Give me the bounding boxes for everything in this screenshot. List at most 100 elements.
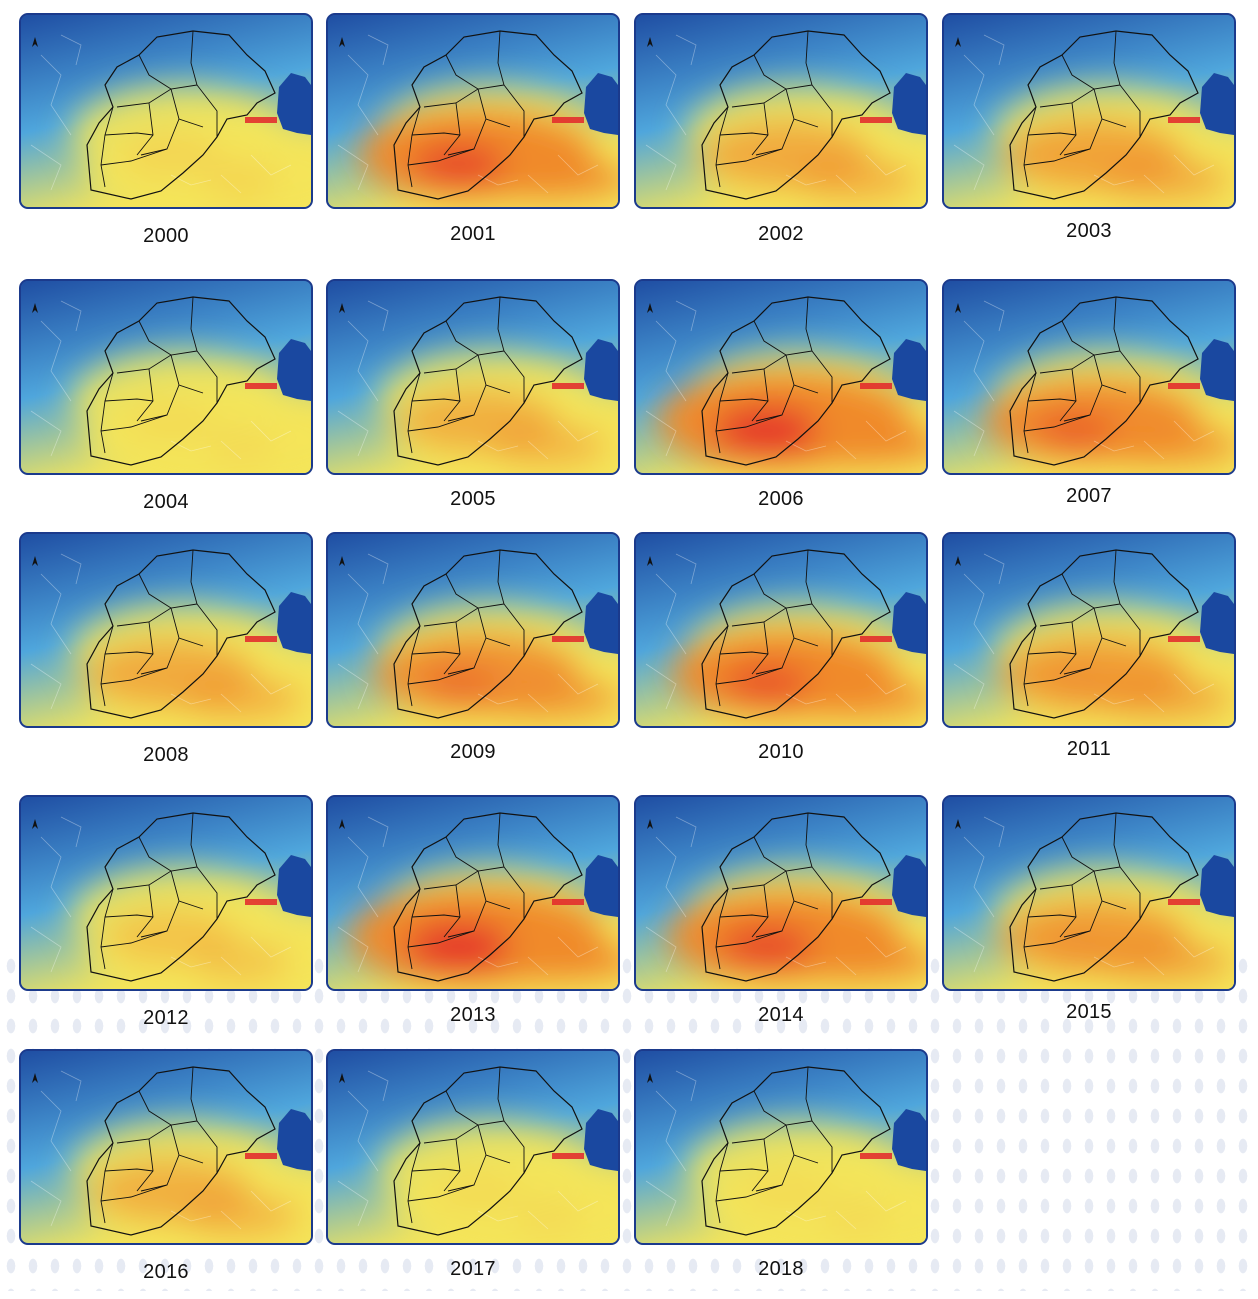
province-boundary — [86, 30, 276, 200]
heat-blobs — [984, 351, 1234, 473]
county-line — [477, 956, 519, 968]
heat-blob — [143, 161, 160, 169]
north-arrow-icon — [339, 1073, 345, 1083]
heat-blobs — [994, 867, 1234, 989]
map-panel: 2010 — [634, 532, 928, 782]
county-line — [983, 34, 1005, 66]
sea-area — [1200, 73, 1234, 135]
map-panel: 2017 — [326, 1049, 620, 1299]
city-boundary — [190, 812, 198, 868]
city-boundary — [811, 603, 833, 656]
north-arrow-icon — [339, 303, 345, 313]
map-frame — [634, 1049, 928, 1245]
county-line — [835, 174, 857, 194]
city-boundary — [753, 54, 787, 90]
city-boundary — [1023, 930, 1091, 948]
sea-area — [1200, 592, 1234, 654]
county-line — [865, 154, 907, 176]
map-panel: 2009 — [326, 532, 620, 782]
county-line — [367, 553, 389, 585]
city-boundary — [104, 398, 154, 402]
heat-blob — [126, 1188, 176, 1213]
county-line — [557, 673, 599, 695]
city-boundary — [503, 1120, 525, 1173]
county-line — [785, 956, 827, 968]
city-boundary — [715, 667, 783, 685]
city-boundary — [715, 625, 729, 707]
heat-blob — [430, 1172, 526, 1210]
heat-blob — [1097, 158, 1231, 202]
map-frame — [942, 279, 1236, 475]
county-line — [645, 1180, 677, 1227]
north-arrow-icon — [647, 37, 653, 47]
city-boundary — [805, 812, 813, 868]
coastal-strip — [245, 383, 277, 389]
county-line — [220, 693, 242, 713]
heat-blobs — [71, 867, 311, 989]
county-line — [250, 1190, 292, 1212]
city-boundary — [100, 930, 168, 948]
coastal-strip — [860, 636, 892, 642]
city-boundary — [411, 132, 461, 136]
sea-area — [584, 339, 618, 401]
province-boundary — [86, 812, 276, 982]
city-boundary — [138, 836, 172, 872]
sea-area — [892, 855, 926, 917]
north-arrow-icon — [955, 819, 961, 829]
county-line — [1143, 174, 1165, 194]
county-line — [557, 154, 599, 176]
county-line — [865, 1190, 907, 1212]
city-boundary — [445, 836, 479, 872]
city-boundary — [104, 651, 154, 655]
city-boundary — [1039, 350, 1121, 374]
coastal-strip — [552, 899, 584, 905]
city-boundary — [423, 866, 505, 890]
city-boundary — [100, 148, 168, 166]
sea-area — [277, 73, 311, 135]
map-frame — [19, 13, 313, 209]
city-boundary — [100, 1184, 168, 1202]
city-boundary — [719, 398, 769, 402]
heat-blobs — [994, 85, 1234, 207]
heat-blob — [719, 923, 813, 971]
map-panel: 2003 — [942, 13, 1236, 263]
city-boundary — [497, 296, 505, 352]
province-boundary — [393, 812, 583, 982]
city-boundary — [407, 625, 421, 707]
city-boundary — [411, 398, 461, 402]
city-boundary — [731, 866, 813, 890]
city-boundary — [1119, 603, 1141, 656]
city-boundary — [1027, 132, 1077, 136]
heat-blob — [1041, 930, 1107, 964]
heatmap-svg — [944, 797, 1234, 989]
heat-blob — [192, 940, 290, 984]
county-line — [30, 144, 62, 191]
city-boundary — [116, 1120, 198, 1144]
city-boundary — [1023, 625, 1037, 707]
county-line — [40, 573, 72, 655]
heat-blob — [739, 151, 794, 179]
province-boundary — [86, 296, 276, 466]
city-boundary — [497, 1066, 505, 1122]
heat-blob — [1094, 940, 1234, 984]
heat-blob — [1032, 410, 1116, 452]
year-label: 2008 — [143, 744, 189, 766]
north-arrow-icon — [32, 37, 38, 47]
sea-area — [277, 1109, 311, 1171]
county-line — [983, 300, 1005, 332]
city-boundary — [497, 549, 505, 605]
coastal-strip — [860, 1153, 892, 1159]
heat-blob — [135, 939, 168, 956]
year-label: 2009 — [450, 741, 496, 763]
year-label: 2012 — [143, 1007, 189, 1029]
city-boundary — [104, 914, 154, 918]
north-arrow-icon — [647, 819, 653, 829]
city-boundary — [445, 54, 479, 90]
year-label: 2013 — [450, 1004, 496, 1026]
city-boundary — [423, 350, 505, 374]
heat-blob — [178, 677, 304, 721]
county-line — [675, 553, 697, 585]
heatmap-svg — [636, 1051, 926, 1243]
coastal-strip — [552, 1153, 584, 1159]
county-line — [655, 320, 687, 402]
